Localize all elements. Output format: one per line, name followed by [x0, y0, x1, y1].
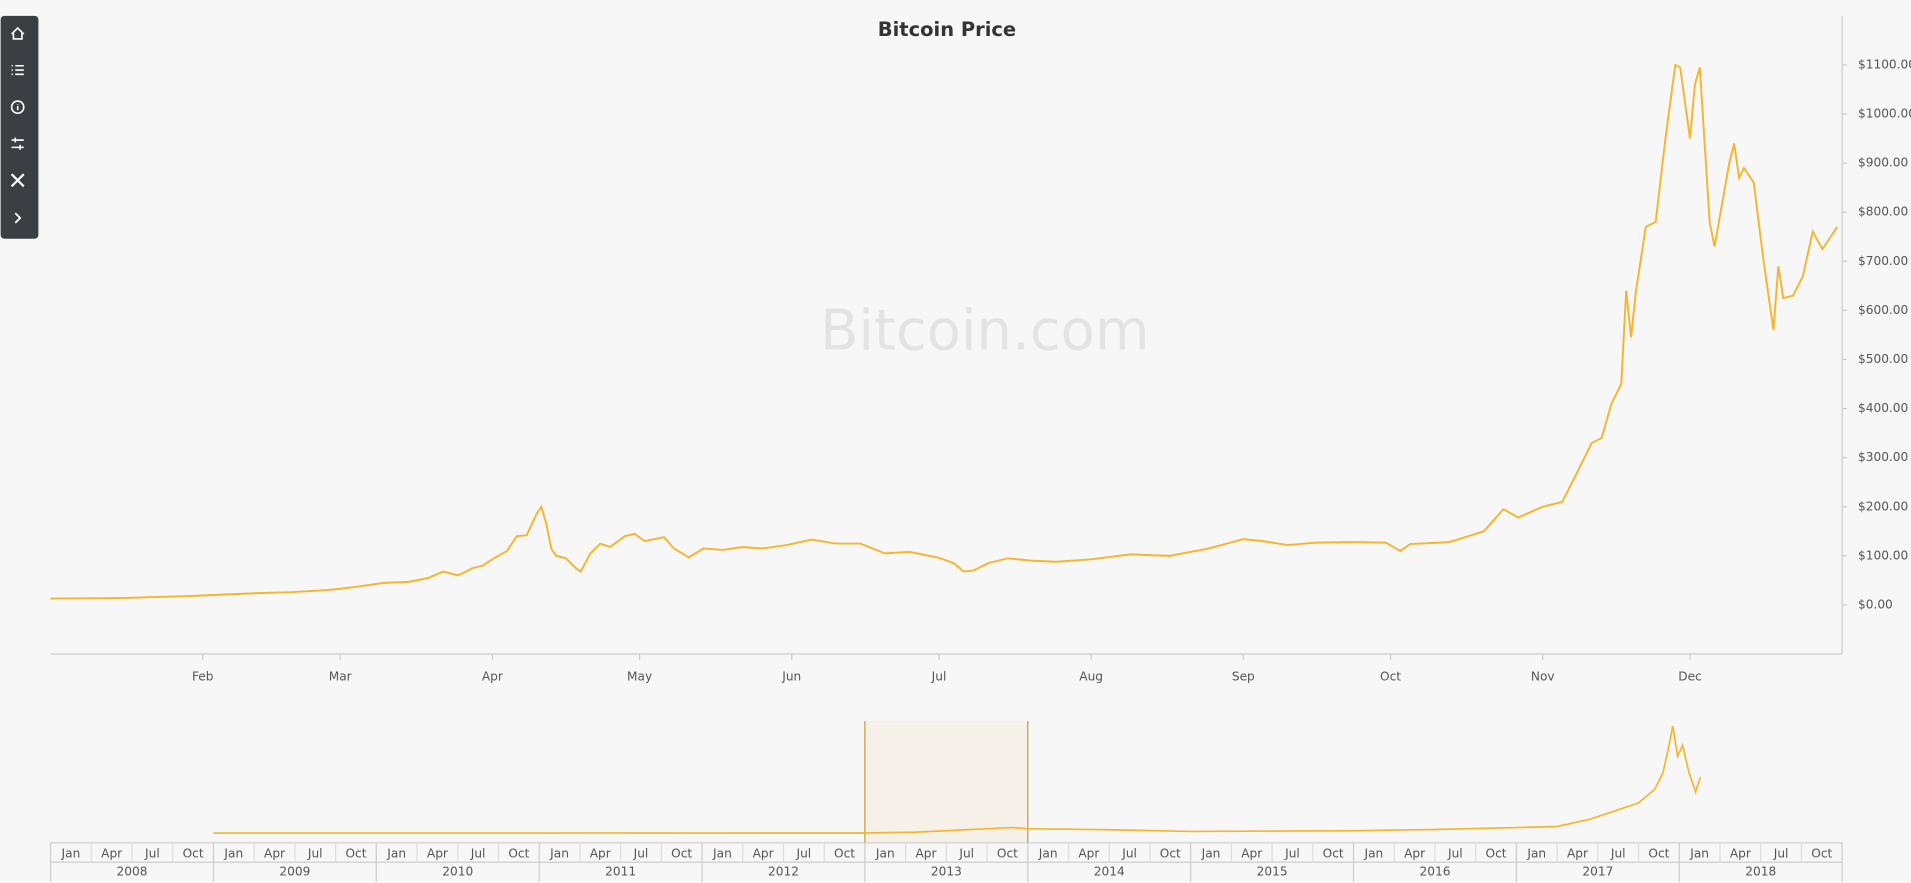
y-tick-label: $500.00	[1858, 352, 1908, 366]
y-tick-label: $600.00	[1858, 303, 1908, 317]
month-label: Jul	[307, 846, 323, 860]
month-label: Jul	[470, 846, 486, 860]
year-label: 2015	[1257, 865, 1288, 879]
y-tick-label: $300.00	[1858, 450, 1908, 464]
navigator-selection	[864, 721, 1028, 843]
toolbar-panel	[0, 15, 39, 239]
month-label: Jan	[712, 846, 732, 860]
y-tick-label: $700.00	[1858, 254, 1908, 268]
month-label: Jan	[1526, 846, 1546, 860]
month-label: Apr	[1404, 846, 1425, 860]
month-label: Apr	[101, 846, 122, 860]
month-label: Apr	[427, 846, 448, 860]
navigator-line	[213, 726, 1702, 834]
month-label: Apr	[1078, 846, 1099, 860]
tools-icon[interactable]	[10, 173, 25, 188]
x-tick-label: Nov	[1531, 670, 1555, 684]
year-label: 2018	[1745, 865, 1776, 879]
home-icon[interactable]	[11, 26, 25, 40]
month-label: Apr	[590, 846, 611, 860]
month-label: Jan	[1201, 846, 1221, 860]
month-label: Oct	[183, 846, 204, 860]
year-label: 2012	[768, 865, 799, 879]
y-tick-label: $100.00	[1858, 548, 1908, 562]
year-label: 2010	[442, 865, 473, 879]
year-label: 2008	[117, 865, 148, 879]
chart-title: Bitcoin Price	[878, 18, 1016, 41]
month-label: Oct	[997, 846, 1018, 860]
month-label: Oct	[1323, 846, 1344, 860]
month-label: Apr	[1567, 846, 1588, 860]
x-tick-label: Aug	[1079, 670, 1103, 684]
month-label: Apr	[915, 846, 936, 860]
month-label: Apr	[264, 846, 285, 860]
month-label: Oct	[671, 846, 692, 860]
month-label: Oct	[508, 846, 529, 860]
y-tick-label: $900.00	[1858, 156, 1908, 170]
toolbar	[0, 15, 39, 239]
month-label: Jul	[1284, 846, 1300, 860]
year-label: 2017	[1582, 865, 1613, 879]
month-label: Oct	[1486, 846, 1507, 860]
year-label: 2013	[931, 865, 962, 879]
month-label: Apr	[753, 846, 774, 860]
month-label: Jul	[1447, 846, 1463, 860]
month-label: Jan	[386, 846, 406, 860]
month-label: Jul	[633, 846, 649, 860]
x-tick-label: Mar	[329, 670, 352, 684]
x-tick-label: Jun	[781, 670, 801, 684]
x-tick-label: Apr	[482, 670, 503, 684]
month-label: Jul	[144, 846, 160, 860]
list-icon[interactable]	[11, 64, 24, 76]
x-tick-label: Sep	[1232, 670, 1255, 684]
month-label: Jul	[1121, 846, 1137, 860]
info-icon[interactable]	[10, 100, 25, 115]
month-label: Oct	[1648, 846, 1669, 860]
month-label: Apr	[1730, 846, 1751, 860]
watermark: Bitcoin.com	[820, 298, 1150, 363]
month-label: Apr	[1241, 846, 1262, 860]
year-label: 2016	[1420, 865, 1451, 879]
month-label: Jan	[549, 846, 569, 860]
y-tick-label: $0.00	[1858, 597, 1893, 611]
month-label: Jul	[1773, 846, 1789, 860]
month-label: Jan	[61, 846, 81, 860]
settings-icon[interactable]	[11, 137, 24, 150]
y-tick-label: $1000.00	[1858, 107, 1911, 121]
year-label: 2011	[605, 865, 636, 879]
x-tick-label: May	[627, 670, 652, 684]
month-label: Jan	[223, 846, 243, 860]
month-label: Oct	[834, 846, 855, 860]
month-label: Jan	[1689, 846, 1709, 860]
month-label: Jul	[1610, 846, 1626, 860]
y-tick-label: $200.00	[1858, 499, 1908, 513]
month-label: Jan	[875, 846, 895, 860]
y-tick-label: $400.00	[1858, 401, 1908, 415]
month-label: Jul	[958, 846, 974, 860]
month-label: Oct	[1811, 846, 1832, 860]
year-label: 2014	[1094, 865, 1125, 879]
expand-icon[interactable]	[14, 212, 22, 224]
month-label: Oct	[1160, 846, 1181, 860]
x-tick-label: Dec	[1678, 670, 1702, 684]
x-tick-label: Jul	[931, 670, 947, 684]
x-tick-label: Feb	[192, 670, 214, 684]
month-label: Jul	[796, 846, 812, 860]
month-label: Jan	[1038, 846, 1058, 860]
y-tick-label: $800.00	[1858, 205, 1908, 219]
x-tick-label: Oct	[1380, 670, 1401, 684]
y-tick-label: $1100.00	[1858, 57, 1911, 71]
month-label: Jan	[1364, 846, 1384, 860]
year-label: 2009	[279, 865, 310, 879]
month-label: Oct	[345, 846, 366, 860]
price-line	[50, 63, 1839, 600]
